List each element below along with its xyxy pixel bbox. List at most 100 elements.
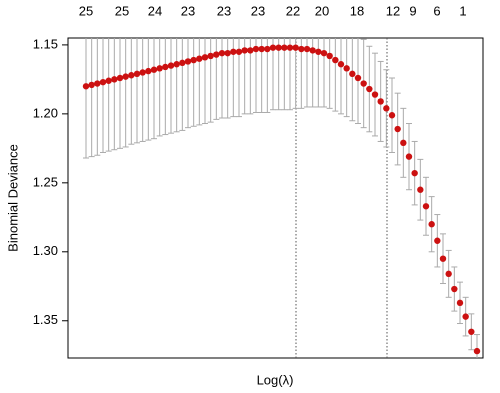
point bbox=[315, 48, 322, 55]
point bbox=[434, 237, 441, 244]
plot-frame bbox=[67, 37, 484, 359]
point bbox=[247, 47, 254, 54]
point bbox=[292, 44, 299, 51]
point bbox=[105, 77, 112, 84]
point bbox=[337, 61, 345, 68]
point bbox=[439, 255, 447, 262]
point bbox=[145, 67, 152, 75]
top-axis-label: 25 bbox=[115, 3, 129, 18]
point bbox=[388, 112, 396, 119]
point bbox=[468, 328, 475, 335]
top-axis-label: 24 bbox=[148, 3, 162, 18]
point bbox=[99, 78, 107, 86]
point bbox=[156, 65, 163, 72]
point bbox=[428, 221, 435, 228]
point bbox=[213, 51, 220, 58]
y-axis-title: Binomial Deviance bbox=[5, 144, 20, 252]
point bbox=[360, 80, 367, 87]
point bbox=[150, 66, 158, 73]
point bbox=[451, 285, 458, 293]
point bbox=[264, 45, 271, 53]
top-axis-label: 18 bbox=[350, 3, 364, 18]
point bbox=[201, 54, 209, 61]
point bbox=[190, 56, 197, 64]
point bbox=[354, 74, 362, 82]
point bbox=[445, 270, 452, 278]
point bbox=[94, 80, 101, 87]
y-tick-label: 1.15 bbox=[33, 36, 58, 51]
top-axis-label: 25 bbox=[79, 3, 93, 18]
point bbox=[383, 105, 390, 112]
point bbox=[343, 65, 350, 72]
point bbox=[320, 49, 328, 57]
y-tick-label: 1.25 bbox=[33, 174, 58, 189]
point bbox=[286, 44, 294, 51]
point bbox=[377, 98, 384, 105]
point bbox=[196, 55, 203, 62]
point bbox=[417, 186, 424, 193]
error-bar bbox=[275, 38, 282, 111]
point bbox=[332, 56, 339, 64]
point bbox=[167, 62, 175, 69]
error-bars bbox=[83, 38, 480, 358]
error-bar bbox=[196, 38, 203, 126]
point bbox=[303, 45, 311, 53]
error-bar bbox=[304, 38, 310, 108]
point bbox=[235, 48, 243, 55]
point bbox=[116, 74, 124, 82]
y-tick-label: 1.30 bbox=[33, 243, 58, 258]
point bbox=[82, 83, 90, 90]
y-tick-label: 1.20 bbox=[33, 105, 58, 120]
error-bar bbox=[270, 38, 276, 111]
point bbox=[371, 91, 379, 98]
point bbox=[230, 48, 237, 55]
point bbox=[281, 44, 288, 51]
point bbox=[207, 52, 214, 60]
top-axis-label: 12 bbox=[386, 3, 400, 18]
error-bar bbox=[241, 38, 248, 115]
point bbox=[128, 72, 135, 79]
point bbox=[462, 313, 469, 320]
point bbox=[394, 125, 401, 133]
point bbox=[173, 61, 180, 68]
point bbox=[133, 70, 141, 78]
point bbox=[139, 69, 146, 76]
error-bar bbox=[207, 38, 214, 123]
point bbox=[473, 347, 481, 355]
point bbox=[405, 153, 413, 160]
point bbox=[252, 45, 260, 53]
point bbox=[326, 52, 333, 60]
top-axis-label: 23 bbox=[251, 3, 265, 18]
point bbox=[269, 44, 277, 51]
point bbox=[275, 44, 282, 51]
top-axis-label: 9 bbox=[409, 3, 416, 18]
point bbox=[241, 47, 248, 54]
top-axis-label: 1 bbox=[459, 3, 466, 18]
error-bar bbox=[236, 38, 242, 118]
point bbox=[88, 81, 95, 89]
point bbox=[400, 139, 407, 147]
point bbox=[184, 58, 192, 65]
top-axis-label: 20 bbox=[315, 3, 329, 18]
point bbox=[111, 76, 118, 83]
top-axis-label: 6 bbox=[433, 3, 440, 18]
point bbox=[179, 59, 186, 67]
point bbox=[349, 70, 356, 78]
point bbox=[309, 47, 316, 54]
point bbox=[218, 49, 226, 57]
error-bar bbox=[202, 38, 208, 125]
x-axis-title: Log(λ) bbox=[257, 372, 294, 387]
top-axis-label: 23 bbox=[217, 3, 231, 18]
top-axis-label: 23 bbox=[181, 3, 195, 18]
point bbox=[122, 73, 129, 80]
point bbox=[258, 45, 265, 53]
point bbox=[366, 85, 373, 93]
top-axis-label: 22 bbox=[286, 3, 300, 18]
point bbox=[456, 299, 464, 307]
point bbox=[224, 49, 231, 57]
y-tick-label: 1.35 bbox=[33, 312, 58, 327]
point bbox=[422, 203, 430, 210]
point bbox=[162, 63, 169, 71]
point bbox=[298, 45, 305, 53]
